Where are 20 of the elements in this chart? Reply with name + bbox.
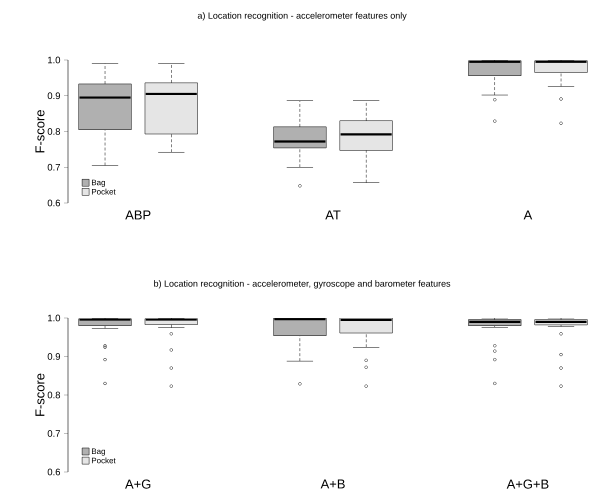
y-tick-label: 0.6 (48, 468, 60, 476)
y-tick-label: 0.7 (48, 430, 60, 437)
y-tick-label: 0.9 (48, 92, 60, 100)
y-tick-label: 1.0 (48, 314, 60, 322)
y-axis-title: F-score (35, 110, 44, 152)
x-tick-label: A+G+B (506, 480, 548, 489)
y-tick-label: 1.0 (48, 56, 60, 64)
y-tick-label: 0.7 (48, 164, 60, 171)
y-axis-title: F-score (35, 374, 44, 416)
x-tick-label: AT (325, 210, 341, 220)
chart-title: b) Location recognition - accelerometer, gyroscope and barometer features (154, 280, 450, 289)
chart-title: a) Location recognition - accelerometer features only (198, 12, 407, 20)
x-tick-label: A (524, 210, 532, 220)
y-tick-label: 0.8 (48, 392, 60, 398)
x-tick-label: A+G (125, 480, 150, 489)
y-tick-label: 0.6 (48, 200, 60, 206)
y-tick-label: 0.8 (48, 128, 60, 135)
x-tick-label: ABP (125, 210, 150, 220)
x-tick-label: A+B (320, 480, 345, 488)
y-tick-label: 0.9 (48, 353, 60, 360)
